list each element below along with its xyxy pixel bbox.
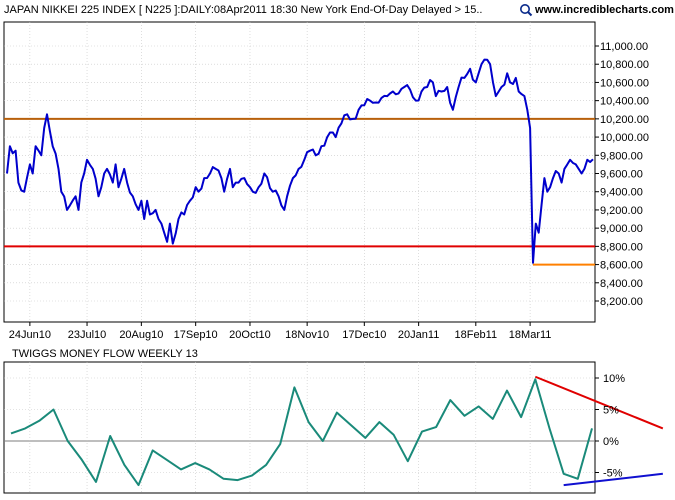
indicator-panel [3,361,596,494]
indicator-ytick-label: 10% [603,373,625,385]
price-xtick-label: 20Aug10 [119,329,163,341]
price-xtick-label: 20Oct10 [229,329,271,341]
price-xtick-label: 18Mar11 [509,329,552,341]
price-ytick-label: 9,200.00 [600,205,643,217]
brand-text: www.incrediblecharts.com [534,4,674,16]
price-ytick-label: 8,200.00 [600,296,643,308]
price-panel [3,21,596,323]
price-ytick-label: 8,400.00 [600,278,643,290]
indicator-title: TWIGGS MONEY FLOW WEEKLY 13 [12,348,198,360]
price-xtick-label: 24Jun10 [9,329,51,341]
price-ytick-label: 10,600.00 [600,77,649,89]
price-series-line [6,58,594,264]
brand-link[interactable]: www.incrediblecharts.com [519,4,674,17]
price-ytick-label: 10,800.00 [600,59,649,71]
price-chart-title: JAPAN NIKKEI 225 INDEX [ N225 ]:DAILY:08… [4,4,482,16]
price-ytick-label: 9,600.00 [600,169,643,181]
price-xtick-label: 20Jan11 [398,329,439,341]
price-ytick-label: 8,800.00 [600,241,643,253]
indicator-ytick-label: 0% [603,436,619,448]
indicator-ytick-label: -5% [603,468,623,480]
indicator-ytick-label: 5% [603,405,619,417]
price-ytick-label: 9,400.00 [600,187,643,199]
price-ytick-label: 10,000.00 [600,132,649,144]
price-ytick-label: 9,800.00 [600,150,643,162]
indicator-series-line [10,378,593,487]
price-ytick-label: 8,600.00 [600,260,643,272]
price-xtick-label: 18Nov10 [285,329,329,341]
price-ytick-label: 10,400.00 [600,96,649,108]
price-xtick-label: 17Sep10 [174,329,218,341]
price-xtick-label: 18Feb11 [454,329,497,341]
trend_down-line [534,375,664,430]
price-ytick-label: 11,000.00 [600,41,648,53]
price-xtick-label: 23Jul10 [68,329,107,341]
price-ytick-label: 10,200.00 [600,114,649,126]
price-xtick-label: 17Dec10 [342,329,386,341]
trend_up-line [563,472,663,487]
magnifier-icon [519,4,533,17]
price-ytick-label: 9,000.00 [600,223,643,235]
